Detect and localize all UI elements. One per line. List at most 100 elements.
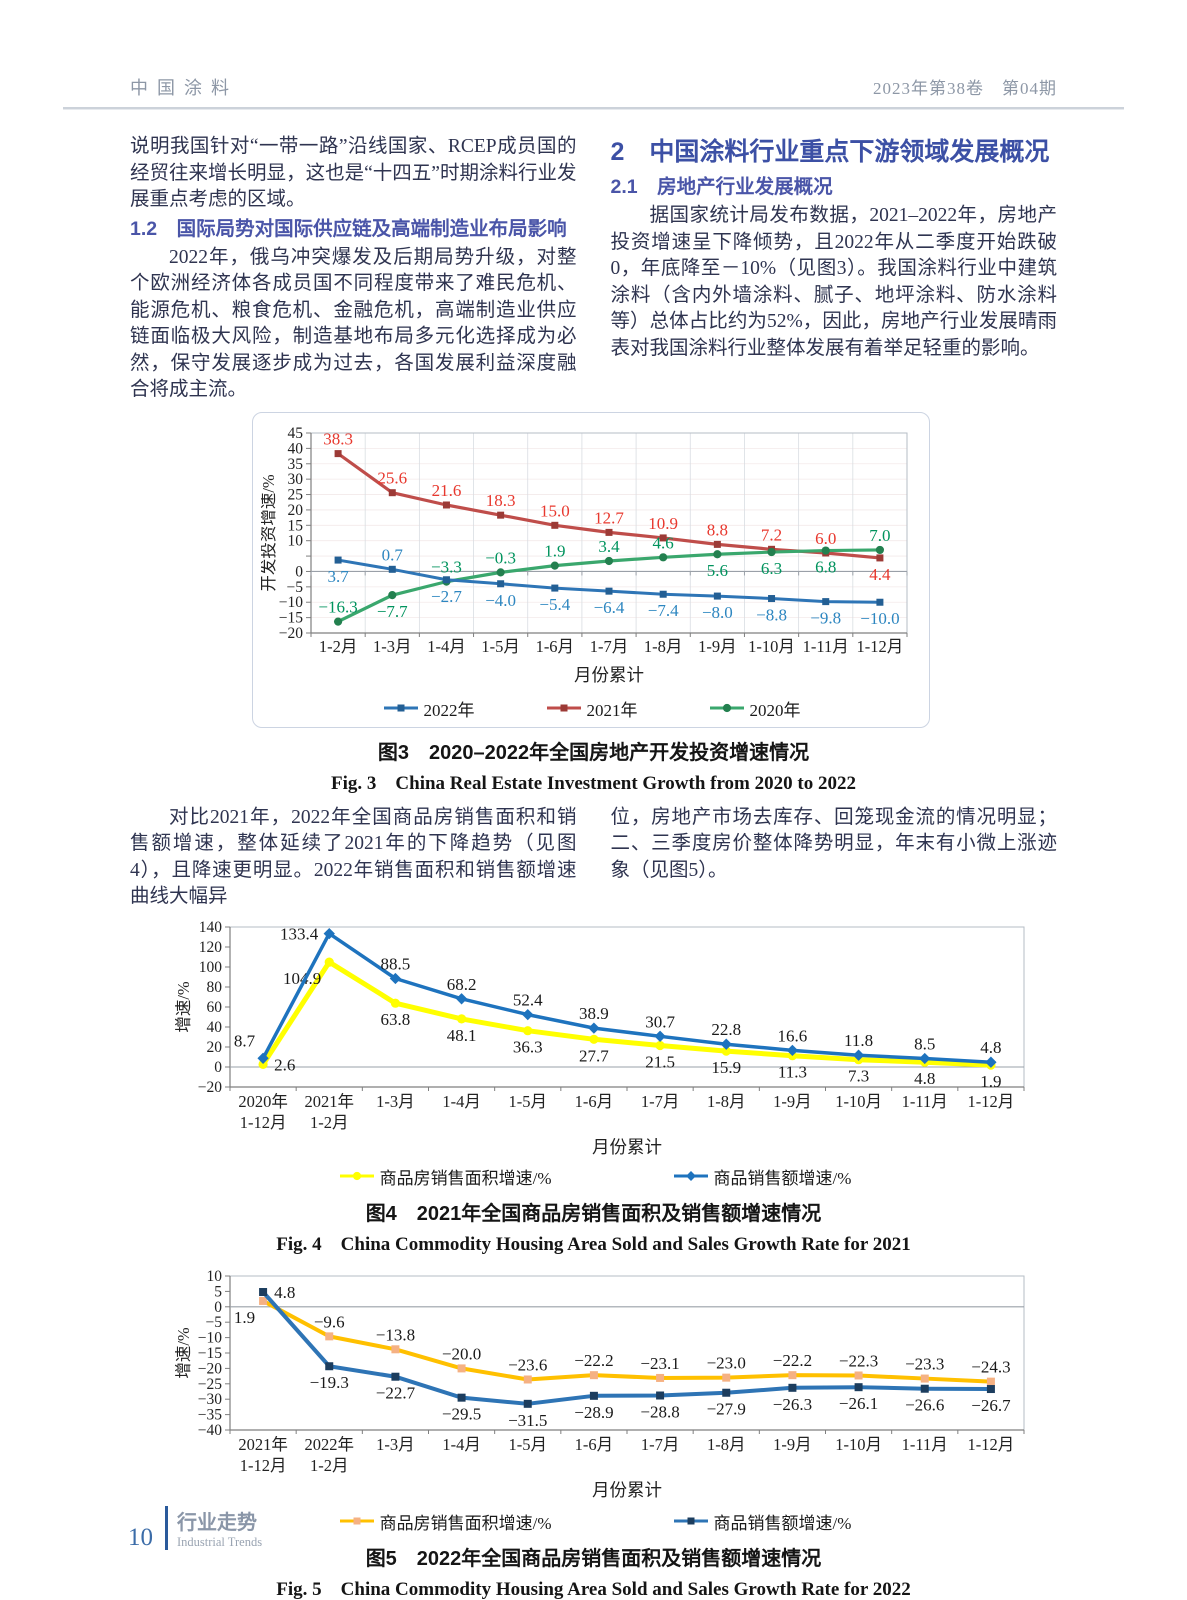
svg-text:1-12月: 1-12月 [857,637,904,656]
svg-text:−10.0: −10.0 [860,609,899,628]
page-number: 10 [128,1524,153,1551]
svg-text:4.8: 4.8 [980,1038,1001,1057]
legend-marker-icon [709,703,744,713]
svg-text:6.0: 6.0 [815,529,836,548]
svg-text:7.3: 7.3 [848,1066,869,1085]
legend-marker-icon [546,704,581,712]
svg-text:1-8月: 1-8月 [707,1435,746,1454]
svg-text:1-2月: 1-2月 [310,1456,349,1475]
svg-text:−35: −35 [198,1406,222,1423]
svg-text:−23.0: −23.0 [707,1353,746,1372]
svg-text:2021年: 2021年 [305,1092,355,1111]
svg-text:7.2: 7.2 [761,525,782,544]
svg-text:−22.3: −22.3 [839,1351,878,1370]
right-column: 2 中国涂料行业重点下游领域发展概况 2.1 房地产行业发展概况 据国家统计局发… [611,134,1058,404]
svg-text:12.7: 12.7 [594,508,624,527]
svg-text:2020年: 2020年 [238,1092,287,1111]
svg-text:1-12月: 1-12月 [968,1092,1015,1111]
legend-marker-icon [339,1171,374,1181]
svg-text:1-3月: 1-3月 [376,1092,415,1111]
legend-marker-icon [673,1517,708,1525]
issue-info: 2023年第38卷 第04期 [873,79,1057,98]
svg-text:−9.6: −9.6 [314,1312,345,1331]
left-column: 说明我国针对“一带一路”沿线国家、RCEP成员国的经贸往来增长明显，这也是“十四… [130,134,577,404]
legend-item: 2022年 [382,696,475,721]
svg-text:88.5: 88.5 [381,954,411,973]
legend-item: 2021年 [545,696,638,721]
svg-text:1-11月: 1-11月 [803,637,849,656]
svg-text:−19.3: −19.3 [310,1373,349,1392]
legend-label: 商品房销售面积增速/% [379,1168,552,1188]
fig3-legend: 2022年 2021年 2020年 [261,696,921,721]
svg-text:0: 0 [214,1298,222,1315]
svg-text:−23.6: −23.6 [508,1355,547,1374]
svg-text:16.6: 16.6 [778,1026,808,1045]
svg-text:1-10月: 1-10月 [748,637,795,656]
legend-item: 商品房销售面积增速/% [338,1164,552,1189]
svg-text:1-9月: 1-9月 [773,1435,812,1454]
svg-text:−31.5: −31.5 [508,1410,547,1429]
svg-text:140: 140 [199,919,223,936]
page-header: 中国涂料 2023年第38卷 第04期 [130,74,1057,100]
svg-text:10: 10 [207,1268,223,1285]
svg-text:25.6: 25.6 [377,468,407,487]
svg-text:−8.0: −8.0 [702,603,733,622]
svg-text:2021年: 2021年 [238,1435,287,1454]
svg-text:15.9: 15.9 [711,1058,741,1077]
svg-text:1-3月: 1-3月 [376,1435,415,1454]
svg-text:−20: −20 [198,1360,222,1377]
svg-text:−2.7: −2.7 [431,586,462,605]
svg-text:4.8: 4.8 [274,1283,295,1302]
svg-text:1-12月: 1-12月 [240,1456,287,1475]
svg-text:48.1: 48.1 [447,1025,477,1044]
fig5-legend: 商品房销售面积增速/% 商品销售额增速/% [172,1509,1017,1534]
paragraph: 说明我国针对“一带一路”沿线国家、RCEP成员国的经贸往来增长明显，这也是“十四… [130,136,577,210]
svg-text:1-4月: 1-4月 [442,1435,481,1454]
figure-3: −20 −15 −10 −5 0 10 15 20 25 30 35 40 45 1-2月 1-3月 1-4月… [252,411,930,728]
svg-text:−0.3: −0.3 [485,548,516,567]
fig5-caption-en: Fig. 5 China Commodity Housing Area Sold… [276,1578,911,1600]
svg-text:2.6: 2.6 [274,1055,295,1074]
svg-text:−22.2: −22.2 [773,1351,812,1370]
svg-text:80: 80 [207,979,223,996]
svg-text:1-3月: 1-3月 [373,637,412,656]
svg-text:−28.9: −28.9 [574,1402,613,1421]
intro-columns: 说明我国针对“一带一路”沿线国家、RCEP成员国的经贸往来增长明显，这也是“十四… [130,134,1057,404]
svg-text:38.9: 38.9 [579,1004,609,1023]
svg-text:15.0: 15.0 [540,501,570,520]
svg-text:−3.3: −3.3 [431,557,462,576]
footer-section: 行业走势 Industrial Trends [177,1512,262,1550]
figure-4: −20 0 20 40 60 80 100 120 140 2020年 1-12月 2021年 1-2月… [172,917,1025,1189]
svg-text:6.8: 6.8 [815,557,836,576]
svg-text:−26.7: −26.7 [971,1396,1011,1415]
svg-text:133.4: 133.4 [280,924,319,943]
svg-text:5.6: 5.6 [707,561,728,580]
svg-text:1-4月: 1-4月 [442,1092,481,1111]
svg-text:21.6: 21.6 [432,481,462,500]
legend-label: 2022年 [423,700,475,720]
svg-text:11.8: 11.8 [844,1031,873,1050]
svg-text:−5: −5 [206,1314,223,1331]
svg-text:8.8: 8.8 [707,520,728,539]
svg-text:38.3: 38.3 [323,429,353,448]
svg-text:−22.2: −22.2 [574,1351,613,1370]
svg-text:45: 45 [288,425,304,442]
legend-label: 商品销售额增速/% [713,1168,852,1188]
svg-text:0: 0 [295,563,303,580]
svg-text:40: 40 [207,1019,223,1036]
legend-item: 商品销售额增速/% [672,1509,851,1534]
svg-text:1.9: 1.9 [234,1307,255,1326]
svg-text:−13.8: −13.8 [376,1325,415,1344]
svg-text:−15: −15 [198,1345,222,1362]
legend-item: 商品销售额增速/% [672,1164,852,1189]
svg-text:1-11月: 1-11月 [902,1092,948,1111]
svg-text:−40: −40 [198,1422,222,1439]
svg-text:21.5: 21.5 [645,1052,675,1071]
svg-text:10: 10 [288,532,304,549]
svg-text:−26.1: −26.1 [839,1394,878,1413]
paragraph: 2022年，俄乌冲突爆发及后期局势升级，对整个欧洲经济体各成员国不同程度带来了难… [130,246,577,401]
svg-text:−6.4: −6.4 [594,598,625,617]
svg-text:1-8月: 1-8月 [707,1092,746,1111]
svg-text:10.9: 10.9 [648,513,678,532]
